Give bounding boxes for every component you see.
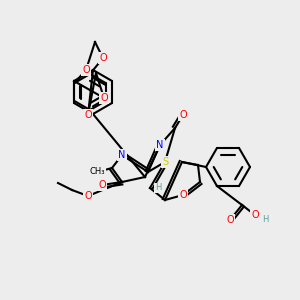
Text: N: N — [156, 140, 164, 150]
Text: O: O — [98, 180, 106, 190]
Text: O: O — [100, 93, 108, 103]
Text: CH₃: CH₃ — [89, 167, 105, 176]
Text: O: O — [226, 215, 234, 225]
Text: O: O — [84, 110, 92, 120]
Text: O: O — [251, 210, 259, 220]
Text: N: N — [118, 150, 126, 160]
Text: O: O — [82, 65, 90, 75]
Text: H: H — [155, 184, 161, 193]
Text: O: O — [179, 190, 187, 200]
Text: H: H — [262, 215, 268, 224]
Text: O: O — [179, 110, 187, 120]
Text: O: O — [84, 191, 92, 201]
Text: O: O — [99, 53, 107, 63]
Text: S: S — [162, 157, 168, 167]
